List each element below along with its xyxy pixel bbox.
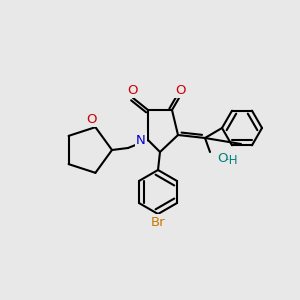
Text: N: N	[136, 134, 146, 146]
Text: O: O	[127, 83, 137, 97]
Text: ·H: ·H	[226, 154, 239, 166]
Text: Br: Br	[151, 215, 165, 229]
Text: O: O	[86, 113, 97, 126]
Text: O: O	[176, 83, 186, 97]
Text: O: O	[217, 152, 227, 164]
